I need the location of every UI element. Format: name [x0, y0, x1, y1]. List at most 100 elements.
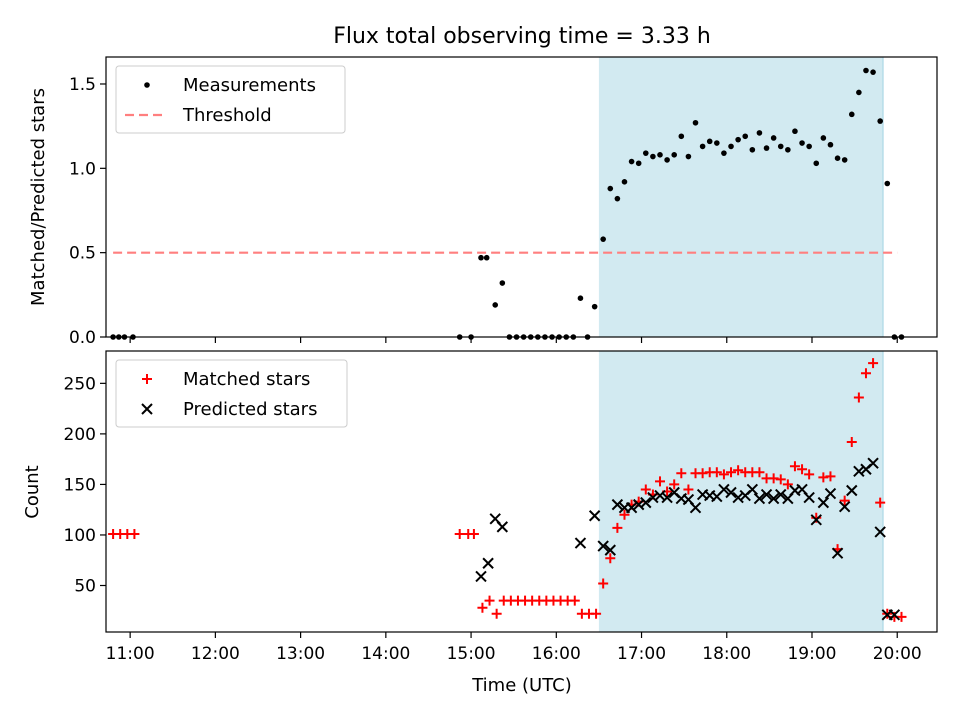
matched-stars-point	[484, 595, 495, 606]
matched-stars-point	[612, 522, 623, 533]
x-tick-label: 19:00	[787, 644, 836, 664]
predicted-stars-point	[574, 537, 587, 549]
measurement-point	[678, 133, 685, 140]
predicted-stars-point	[597, 540, 609, 552]
top-plot: 0.0 0.5 1.0 1.5 Measurements Threshold	[69, 56, 938, 348]
measurement-point	[577, 295, 584, 302]
measurement-point	[848, 111, 855, 118]
measurement-point	[483, 254, 490, 261]
matched-stars-point	[804, 469, 815, 480]
measurement-point	[478, 254, 484, 261]
predicted-stars-point	[588, 510, 601, 522]
x-tick-label: 13:00	[276, 644, 325, 664]
predicted-stars-point	[838, 500, 851, 513]
matched-stars-point	[754, 467, 765, 478]
matched-stars-point	[846, 436, 857, 447]
predicted-stars-point	[496, 521, 509, 533]
matched-stars-point	[477, 602, 488, 613]
matched-stars-point	[591, 608, 602, 619]
measurement-point	[706, 138, 713, 145]
measurement-point	[785, 146, 791, 153]
predicted-stars-point	[760, 488, 773, 501]
predicted-stars-point	[732, 491, 744, 504]
bottom-y-axis-label: Count	[22, 465, 43, 518]
predicted-stars-point	[611, 498, 624, 511]
matched-stars-point	[726, 467, 737, 478]
y-tick-label: 0.0	[69, 328, 96, 348]
predicted-stars-point	[803, 491, 815, 504]
y-tick-label: 50	[74, 577, 96, 597]
top-y-axis-label: Matched/Predicted stars	[28, 88, 49, 306]
matched-stars-point	[711, 467, 722, 478]
measurement-point	[714, 140, 720, 146]
predicted-stars-point	[775, 488, 787, 501]
y-tick-label: 1.5	[69, 75, 96, 95]
matched-stars-point	[825, 471, 836, 482]
legend-label: Predicted stars	[183, 399, 317, 420]
matched-stars-point	[619, 509, 630, 520]
matched-stars-point	[598, 578, 609, 589]
x-tick-label: 12:00	[191, 644, 240, 664]
figure-title: Flux total observing time = 3.33 h	[333, 24, 711, 49]
legend-label: Threshold	[182, 105, 272, 126]
measurement-point	[600, 236, 606, 242]
legend-label: Measurements	[183, 75, 316, 96]
measurement-point	[692, 119, 699, 126]
matched-stars-point	[655, 476, 665, 487]
legend-marker-matched	[142, 374, 152, 384]
measurement-point	[642, 150, 649, 156]
legend-marker-predicted	[141, 403, 153, 415]
matched-stars-point	[676, 468, 687, 479]
matched-stars-point	[775, 474, 786, 485]
legend-marker-measurements	[144, 82, 150, 88]
y-tick-label: 150	[64, 475, 96, 495]
predicted-stars-point	[604, 544, 616, 556]
matched-stars-point	[468, 528, 479, 539]
measurement-point	[806, 143, 812, 150]
measurement-point	[777, 143, 784, 150]
matched-stars-point	[605, 553, 616, 564]
predicted-stars-point	[689, 501, 702, 514]
matched-stars-point	[697, 468, 708, 479]
measurement-point	[591, 303, 598, 310]
measurement-point	[799, 140, 805, 146]
predicted-stars-point	[718, 483, 730, 496]
measurement-point	[492, 302, 499, 308]
measurement-point	[671, 152, 678, 158]
matched-stars-point	[896, 611, 907, 622]
y-tick-label: 1.0	[69, 159, 96, 179]
matched-stars-point	[868, 358, 879, 369]
measurement-point	[728, 143, 734, 150]
x-tick-label: 20:00	[873, 644, 922, 664]
matched-stars-point	[454, 528, 465, 539]
matched-stars-point	[853, 392, 864, 403]
measurement-point	[827, 141, 834, 148]
predicted-stars-point	[625, 501, 638, 514]
predicted-stars-point	[640, 496, 652, 509]
y-tick-label: 200	[64, 425, 96, 445]
measurement-point	[628, 158, 635, 165]
x-tick-label: 14:00	[361, 644, 410, 664]
measurement-point	[870, 69, 876, 75]
x-tick-label: 16:00	[532, 644, 581, 664]
measurement-point	[735, 136, 741, 143]
measurement-point	[813, 160, 820, 167]
x-tick-label: 11:00	[106, 644, 155, 664]
predicted-stars-point	[824, 487, 837, 500]
measurement-point	[770, 135, 777, 141]
measurement-point	[834, 155, 841, 162]
measurement-point	[756, 130, 763, 136]
x-tick-label: 17:00	[617, 644, 666, 664]
y-tick-label: 0.5	[69, 244, 96, 264]
matched-stars-point	[718, 469, 729, 480]
predicted-stars-point	[654, 489, 666, 502]
matched-stars-point	[669, 479, 680, 490]
predicted-stars-point	[767, 492, 780, 505]
predicted-stars-point	[647, 491, 659, 504]
y-tick-label: 100	[64, 526, 96, 546]
measurement-point	[841, 157, 848, 163]
predicted-stars-point	[482, 557, 494, 569]
predicted-stars-point	[846, 484, 858, 497]
plot-frame	[105, 350, 938, 633]
predicted-stars-point	[817, 496, 830, 509]
